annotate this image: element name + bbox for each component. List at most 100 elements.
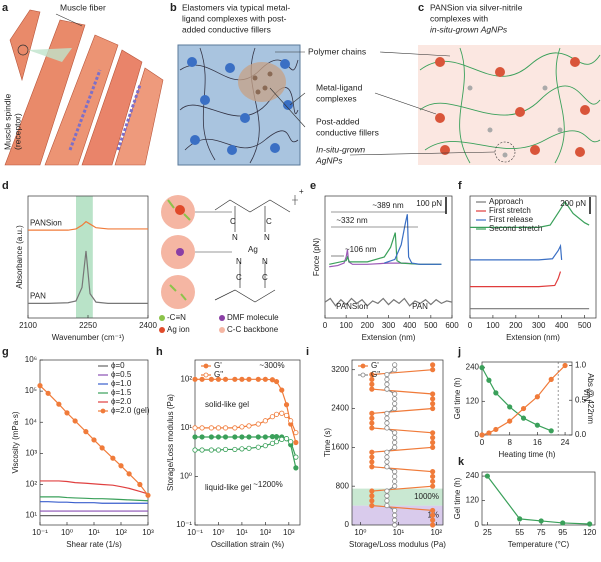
x-tick-label: 10⁰	[354, 528, 366, 537]
marker	[369, 454, 375, 460]
marker	[239, 376, 245, 382]
annotation: ~106 nm	[345, 245, 377, 254]
y-tick-label: 10³	[25, 448, 37, 457]
annotation: ~300%	[259, 361, 284, 370]
marker	[479, 432, 485, 438]
band	[352, 505, 443, 525]
x-axis-label: Heating time (h)	[499, 450, 556, 459]
marker	[279, 436, 285, 442]
x-tick-label: 95	[558, 528, 567, 537]
marker	[430, 401, 436, 407]
marker	[262, 443, 268, 449]
marker	[369, 488, 375, 494]
marker	[384, 498, 390, 504]
callout: conductive fillers	[316, 127, 379, 137]
marker	[430, 483, 436, 489]
marker	[507, 418, 513, 424]
legend-icon	[159, 315, 165, 321]
x-tick-label: 400	[555, 321, 569, 330]
x-tick-label: 0	[468, 321, 473, 330]
plot-frame	[481, 471, 596, 526]
y-tick-label: 10²	[180, 374, 192, 383]
marker	[384, 386, 390, 392]
legend-text: ϕ=2.0	[111, 397, 132, 406]
x-tick-label: 25	[483, 528, 492, 537]
callout: complexes	[316, 93, 357, 103]
atom: C	[236, 273, 242, 282]
legend-icon	[159, 327, 165, 333]
marker	[430, 469, 436, 475]
marker	[392, 391, 398, 397]
x-tick-label: 10¹	[393, 528, 405, 537]
y-tick-label: 120	[466, 496, 480, 505]
marker	[384, 415, 390, 421]
marker	[369, 415, 375, 421]
marker	[232, 376, 238, 382]
marker	[222, 376, 229, 382]
marker	[110, 455, 116, 461]
marker	[369, 381, 375, 387]
y-tick-label: 240	[466, 363, 480, 372]
x-tick-label: 300	[382, 321, 396, 330]
legend-text: First release	[489, 215, 534, 224]
callout: Post-added	[316, 116, 360, 126]
y-tick-label: 0	[475, 430, 480, 439]
marker	[99, 445, 105, 451]
x-tick-label: 24	[561, 438, 570, 447]
marker	[192, 425, 198, 431]
coordination-scheme	[161, 195, 298, 309]
legend-marker	[100, 408, 106, 414]
marker	[517, 516, 523, 522]
marker	[430, 362, 436, 368]
legend-text: DMF molecule	[227, 313, 279, 322]
panel-label: e	[310, 180, 316, 192]
label: Muscle fiber	[60, 2, 106, 12]
annotation: N/A	[583, 388, 592, 402]
marker	[384, 459, 390, 465]
marker	[232, 434, 238, 440]
y-axis-label: Gel time (h)	[453, 477, 462, 519]
marker	[369, 420, 375, 426]
marker	[56, 401, 62, 407]
x-tick-label: 10¹	[236, 528, 248, 537]
legend-text: Second stretch	[489, 224, 542, 233]
x-axis-label: Wavenumber (cm⁻¹)	[52, 333, 125, 342]
callout: Polymer chains	[308, 46, 366, 56]
series-line	[40, 480, 149, 495]
x-tick-label: 10¹	[88, 528, 100, 537]
title: complexes with	[430, 13, 488, 23]
series-line	[470, 243, 563, 261]
legend-text: -C≡N	[167, 313, 186, 322]
marker	[246, 445, 252, 451]
y-tick-label: 10⁵	[25, 386, 37, 395]
annotation: liquid-like gel	[205, 483, 251, 492]
marker	[384, 454, 390, 460]
marker	[288, 439, 294, 445]
panel-label: d	[2, 180, 9, 192]
series-label: PAN	[30, 291, 46, 300]
y-axis-label: Absorbance (a.u.)	[15, 225, 24, 289]
marker	[369, 425, 375, 431]
series-line	[470, 271, 562, 288]
atom: N	[232, 233, 238, 242]
marker	[283, 436, 290, 442]
title: added conductive fillers	[182, 24, 271, 34]
marker	[91, 437, 97, 443]
marker	[369, 493, 375, 499]
elastomer-illustration	[177, 44, 306, 166]
legend-text: G'	[371, 361, 379, 370]
atom: Ag	[248, 245, 258, 254]
series-line	[324, 297, 453, 307]
marker	[215, 447, 222, 453]
marker	[392, 362, 398, 368]
x-tick-label: 400	[403, 321, 417, 330]
y2-tick-label: 1.0	[575, 361, 587, 370]
legend-text: G"	[371, 370, 380, 379]
series-line	[481, 365, 566, 436]
atom: N	[264, 233, 270, 242]
x-tick-label: 16	[533, 438, 542, 447]
panel-label: a	[2, 2, 9, 14]
x-tick-label: 10²	[260, 528, 272, 537]
callout: Metal-ligand	[316, 82, 363, 92]
